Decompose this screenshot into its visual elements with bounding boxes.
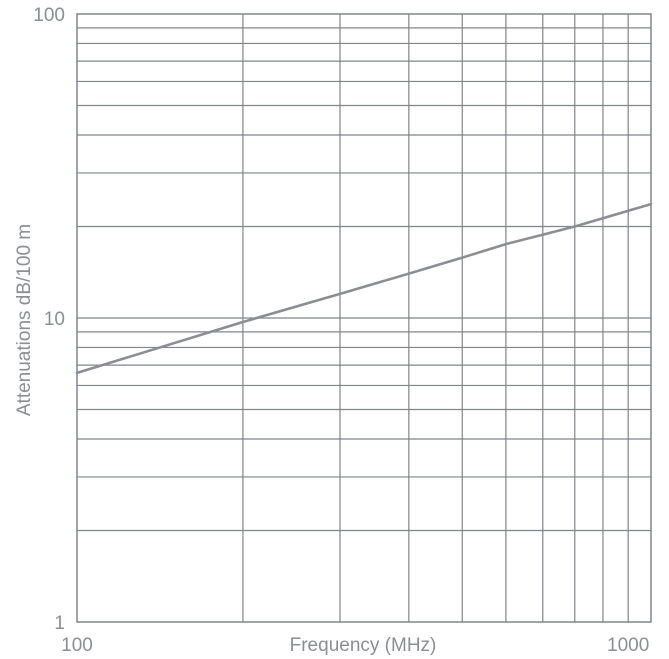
x-axis-label: Frequency (MHz) [290,635,437,656]
series-line [75,202,653,375]
y-tick-label: 10 [44,309,65,330]
grid [77,14,651,622]
y-tick-label: 1 [54,613,65,634]
x-tick-label: 100 [61,635,93,656]
y-axis-label: Attenuations dB/100 m [14,224,35,416]
y-tick-labels: 1 10 100 [33,5,65,634]
plot-frame [76,13,652,623]
x-tick-labels: 100 1000 [61,635,649,656]
series-layer [75,202,653,375]
x-tick-label: 1000 [607,635,649,656]
y-tick-label: 100 [33,5,65,26]
